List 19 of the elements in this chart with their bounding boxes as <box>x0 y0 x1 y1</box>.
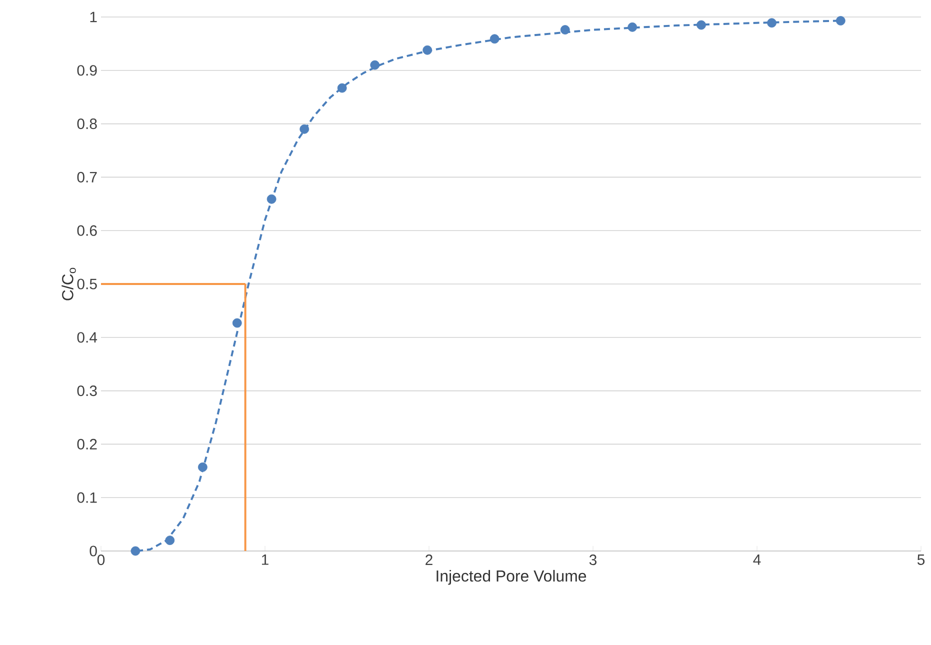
y-tick-label: 0.4 <box>77 332 98 343</box>
y-tick-label: 0 <box>90 546 97 556</box>
y-tick-label: 0.9 <box>77 65 97 76</box>
y-tick-label: 0.8 <box>77 118 97 130</box>
y-axis-title: C/C$_{o}$ <box>62 268 76 300</box>
x-tick-label: 5 <box>917 554 925 565</box>
y-tick-label: 0.7 <box>77 172 97 182</box>
x-axis-title: Injected Pore Volume <box>436 570 586 585</box>
y-tick-label: 0.1 <box>77 492 97 503</box>
x-tick-label: 0 <box>97 554 105 566</box>
y-tick-label: 1 <box>90 12 97 22</box>
x-tick-label: 1 <box>262 554 268 565</box>
y-tick-label: 0.6 <box>77 225 97 236</box>
x-tick-label: 4 <box>753 554 761 565</box>
x-tick-label: 3 <box>589 554 597 566</box>
y-tick-label: 0.2 <box>77 438 97 450</box>
y-tick-label: 0.5 <box>77 278 97 290</box>
x-tick-label: 2 <box>426 554 432 565</box>
y-tick-label: 0.3 <box>77 386 97 396</box>
